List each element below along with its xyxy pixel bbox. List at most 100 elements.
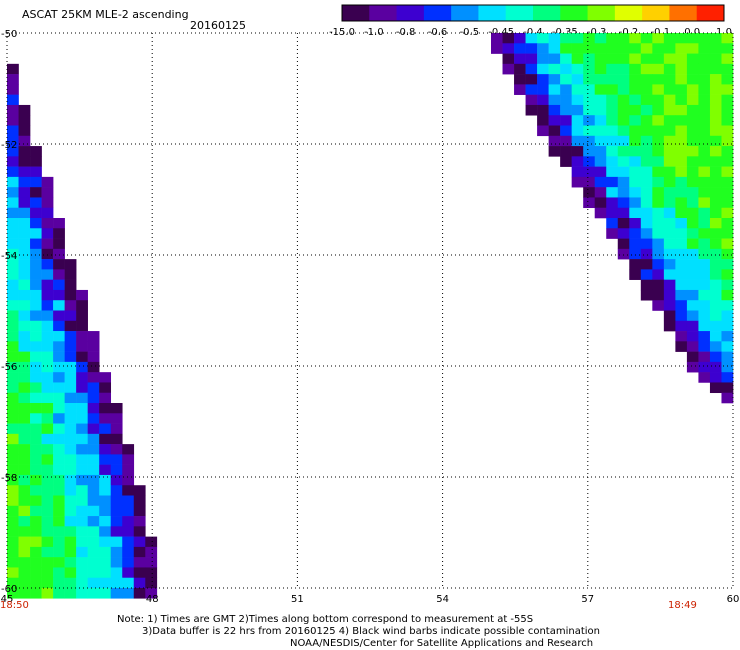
heatmap-cell [629,238,642,250]
heatmap-cell [583,53,596,65]
heatmap-cell [18,146,31,157]
heatmap-cell [41,567,54,579]
heatmap-cell [99,516,112,527]
colorbar-tick-label: 0.0 [684,27,700,38]
heatmap-cell [76,413,88,424]
colorbar-tick-label: -15.0 [329,27,355,38]
heatmap-cell [548,53,561,65]
heatmap-cell [41,197,54,209]
heatmap-cell [30,341,42,352]
heatmap-cell [629,187,642,198]
heatmap-cell [87,464,100,476]
heatmap-cell [64,259,77,270]
heatmap-cell [76,331,88,342]
heatmap-cell [686,320,699,332]
heatmap-cell [53,444,65,455]
heatmap-cell [709,197,722,209]
heatmap-cell [548,63,561,75]
heatmap-cell [663,248,676,260]
heatmap-cell [76,464,88,476]
heatmap-cell [18,516,31,527]
heatmap-cell [41,361,54,373]
heatmap-cell [709,331,722,342]
heatmap-cell [133,485,146,496]
heatmap-cell [675,115,688,126]
heatmap-cell [7,197,19,209]
heatmap-cell [663,43,676,54]
heatmap-cell [629,269,642,280]
heatmap-cell [18,115,31,126]
heatmap-cell [7,536,19,548]
heatmap-cell [629,207,642,219]
heatmap-cell [675,125,688,137]
heatmap-cell [110,588,123,599]
heatmap-cell [583,156,596,167]
heatmap-cell [640,115,653,126]
y-tick-label: -50 [1,29,17,40]
heatmap-cell [571,176,584,188]
heatmap-cell [675,320,688,332]
heatmap-cell [675,269,688,280]
heatmap-cell [594,53,607,65]
heatmap-cell [629,115,642,126]
heatmap-cell [640,289,653,301]
heatmap-cell [41,259,54,270]
heatmap-cell [606,187,619,198]
heatmap-cell [30,320,42,332]
heatmap-cell [583,187,596,198]
heatmap-cell [76,557,88,568]
heatmap-cell [640,63,653,75]
heatmap-cell [709,166,722,178]
heatmap-cell [41,238,54,250]
heatmap-cell [663,63,676,75]
heatmap-cell [99,567,112,579]
heatmap-cell [76,289,88,301]
heatmap-cell [675,74,688,85]
heatmap-cell [7,577,19,589]
heatmap-cell [721,166,734,178]
heatmap-cell [30,577,42,589]
heatmap-cell [18,156,31,167]
heatmap-cell [606,218,619,229]
heatmap-cell [709,279,722,291]
heatmap-cell [571,156,584,167]
heatmap-cell [594,176,607,188]
heatmap-cell [122,536,135,548]
heatmap-cell [64,505,77,517]
heatmap-cell [594,84,607,95]
heatmap-cell [698,166,711,178]
heatmap-cell [30,526,42,537]
heatmap-cell [663,310,676,322]
heatmap-cell [721,310,734,322]
heatmap-cell [18,546,31,558]
heatmap-cell [41,485,54,496]
heatmap-cell [686,289,699,301]
heatmap-cell [64,588,77,599]
heatmap-cell [87,454,100,465]
heatmap-cell [7,63,19,75]
heatmap-cell [571,166,584,178]
heatmap-cell [30,238,42,250]
heatmap-cell [99,423,112,435]
heatmap-cell [709,310,722,322]
heatmap-cell [145,588,158,599]
heatmap-cell [30,536,42,548]
heatmap-cell [709,176,722,188]
heatmap-cell [709,238,722,250]
heatmap-cell [76,372,88,383]
heatmap-cell [18,218,31,229]
colorbar-segment [423,5,452,21]
heatmap-cell [53,413,65,424]
heatmap-cell [7,433,19,445]
heatmap-cell [629,125,642,137]
heatmap-cell [64,516,77,527]
heatmap-cell [76,341,88,352]
heatmap-cell [537,74,549,85]
heatmap-cell [548,135,561,147]
heatmap-cell [99,557,112,568]
heatmap-cell [583,197,596,209]
heatmap-cell [53,310,65,322]
heatmap-cell [87,413,100,424]
heatmap-cell [7,351,19,363]
heatmap-cell [7,156,19,167]
